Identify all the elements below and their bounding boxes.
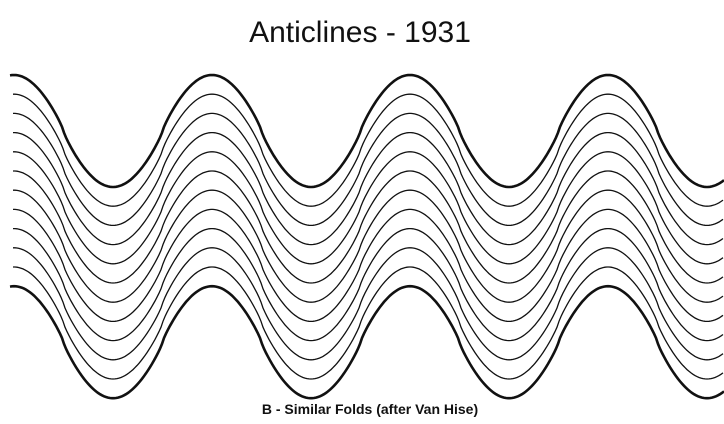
boundary-line xyxy=(9,284,724,400)
fold-line xyxy=(13,227,724,342)
fold-lines xyxy=(9,73,724,400)
fold-line xyxy=(13,247,724,361)
fold-line xyxy=(13,266,724,380)
title: Anticlines - 1931 xyxy=(249,16,471,49)
caption: B - Similar Folds (after Van Hise) xyxy=(262,401,478,417)
fold-line xyxy=(13,189,724,303)
boundary-line xyxy=(9,73,724,189)
fold-line xyxy=(13,170,724,284)
fold-line xyxy=(13,93,724,207)
fold-line xyxy=(13,208,724,323)
fold-line xyxy=(13,151,724,265)
fold-line xyxy=(13,131,724,246)
fold-line xyxy=(13,112,724,227)
